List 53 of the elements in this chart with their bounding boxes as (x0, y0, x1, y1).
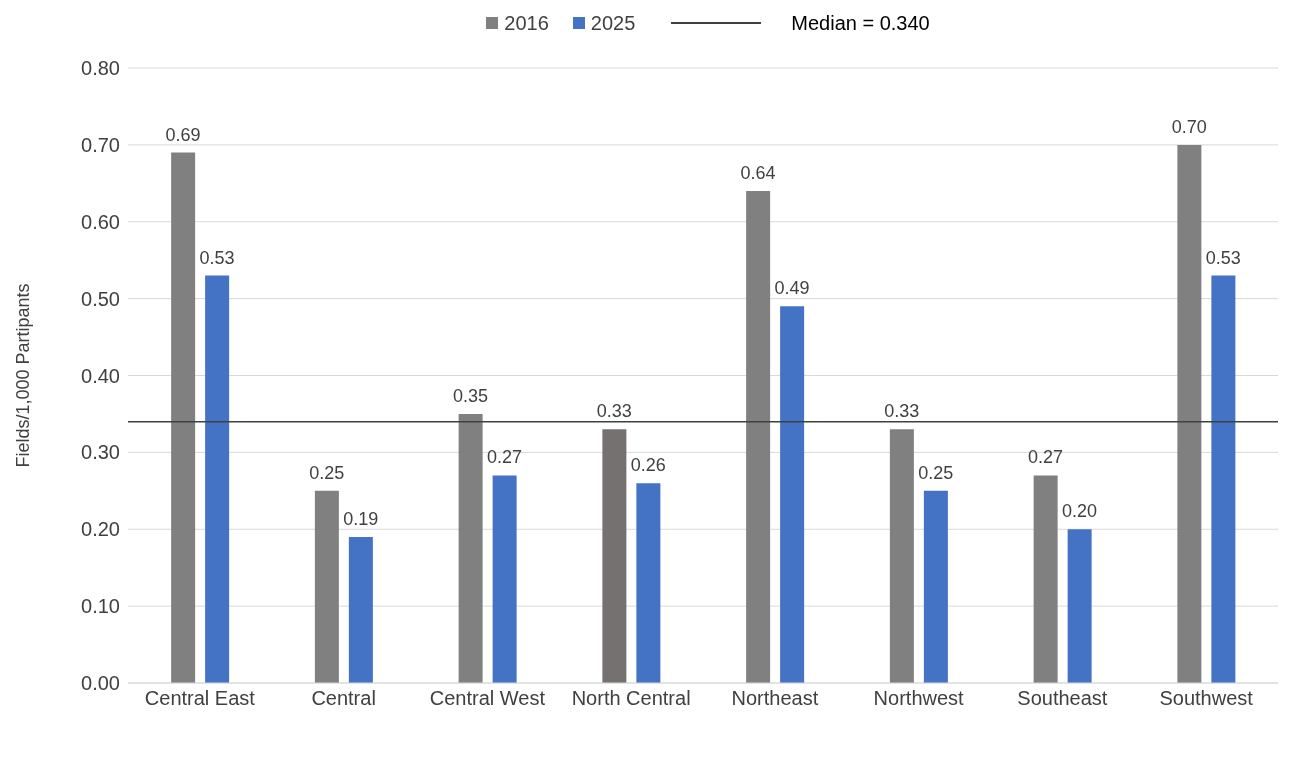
bar (636, 483, 661, 683)
bar (492, 475, 517, 683)
data-label: 0.19 (343, 508, 379, 529)
x-tick-label: North Central (571, 687, 691, 710)
bar (1067, 529, 1092, 683)
y-tick-label: 0.10 (81, 595, 120, 618)
data-label: 0.49 (774, 278, 810, 299)
data-label: 0.53 (199, 247, 235, 268)
legend-label: Median = 0.340 (791, 11, 930, 35)
data-label: 0.20 (1062, 501, 1098, 522)
bar (746, 191, 771, 683)
bar (889, 429, 914, 683)
y-tick-label: 0.00 (81, 672, 120, 695)
bar (205, 275, 230, 683)
y-tick-label: 0.80 (81, 57, 120, 80)
data-label: 0.33 (596, 401, 632, 422)
bar (1177, 144, 1202, 683)
legend-label: 2025 (590, 11, 636, 35)
bar (314, 490, 339, 683)
bar (348, 536, 373, 683)
data-label: 0.25 (918, 462, 954, 483)
y-tick-label: 0.40 (81, 364, 120, 387)
data-label: 0.27 (1028, 447, 1064, 468)
y-tick-label: 0.70 (81, 133, 120, 156)
x-tick-label: Central West (429, 687, 546, 710)
bar (602, 429, 627, 683)
data-label: 0.35 (453, 385, 489, 406)
bar (923, 490, 948, 683)
x-tick-label: Southwest (1159, 687, 1254, 710)
y-tick-label: 0.30 (81, 441, 120, 464)
x-tick-label: Southeast (1017, 687, 1108, 710)
x-tick-label: Central (311, 687, 376, 710)
bar (458, 413, 483, 683)
data-label: 0.64 (740, 163, 776, 183)
bar (1211, 275, 1236, 683)
y-axis-title: Fields/1,000 Partipants (13, 283, 34, 468)
data-label: 0.33 (884, 401, 920, 422)
data-label: 0.26 (630, 455, 666, 476)
y-tick-label: 0.50 (81, 287, 120, 310)
bar (780, 306, 805, 683)
bar (1033, 475, 1058, 683)
data-label: 0.27 (487, 447, 523, 468)
bar (171, 152, 196, 683)
data-label: 0.53 (1205, 247, 1241, 268)
x-tick-label: Northwest (873, 687, 965, 710)
x-tick-label: Central East (144, 687, 256, 710)
data-label: 0.70 (1171, 116, 1207, 137)
x-tick-label: Northeast (731, 687, 819, 710)
y-tick-label: 0.20 (81, 518, 120, 541)
data-label: 0.69 (165, 124, 201, 145)
legend-label: 2016 (504, 11, 549, 35)
data-label: 0.25 (309, 462, 345, 483)
y-tick-label: 0.60 (81, 210, 120, 233)
